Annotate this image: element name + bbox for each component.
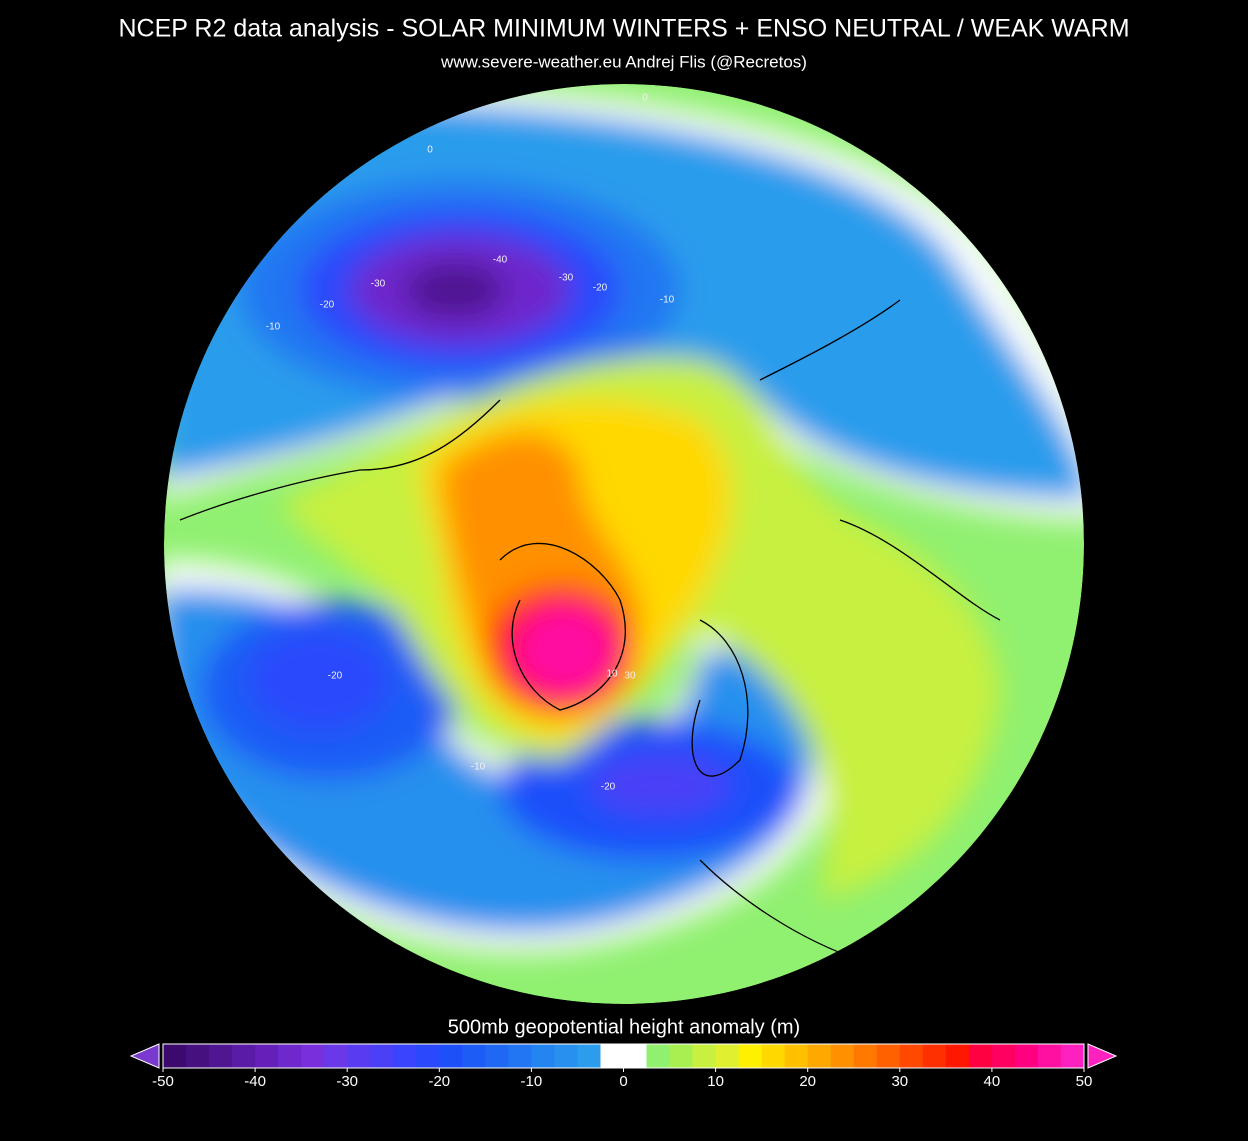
colorbar-swatch	[531, 1044, 555, 1068]
colorbar-tick-label: -20	[428, 1073, 450, 1090]
colorbar-swatch	[232, 1044, 256, 1068]
contour-label: -10	[660, 295, 675, 306]
colorbar-swatch	[255, 1044, 279, 1068]
colorbar-swatch	[738, 1044, 763, 1068]
colorbar-swatch	[623, 1044, 648, 1068]
colorbar-swatch	[186, 1044, 210, 1068]
contour-label: -20	[328, 671, 343, 682]
colorbar-swatch	[600, 1044, 624, 1068]
colorbar-swatch	[1014, 1044, 1039, 1068]
colorbar-swatch	[370, 1044, 394, 1068]
contour-label: -30	[559, 273, 574, 284]
colorbar-swatch	[393, 1044, 417, 1068]
colorbar-swatch	[209, 1044, 233, 1068]
colorbar-tick-label: -30	[336, 1073, 358, 1090]
colorbar-swatch	[416, 1044, 440, 1068]
contour-label: 0	[427, 145, 433, 156]
colorbar-tick-label: 30	[891, 1073, 908, 1090]
contour-label: -20	[593, 283, 608, 294]
colorbar-swatch	[807, 1044, 832, 1068]
contour-label: -30	[371, 279, 386, 290]
contour-label: -10	[471, 762, 486, 773]
colorbar-tick-label: 50	[1076, 1073, 1093, 1090]
colorbar-swatch	[278, 1044, 302, 1068]
colorbar-swatch	[1060, 1044, 1085, 1068]
title: NCEP R2 data analysis - SOLAR MINIMUM WI…	[118, 15, 1129, 43]
colorbar-tick-label: 20	[799, 1073, 816, 1090]
colorbar-swatch	[853, 1044, 878, 1068]
contour-label: -20	[320, 300, 335, 311]
colorbar-swatch	[577, 1044, 601, 1068]
contour-label: 30	[624, 671, 636, 682]
contour-label: 0	[642, 93, 648, 104]
contour-labels: -40 -30 -30 -20 -20 -10 -10 0 0 -20 -20 -10 10 30	[266, 93, 675, 793]
colorbar-swatch	[945, 1044, 970, 1068]
colorbar-tick-label: -10	[521, 1073, 543, 1090]
colorbar-swatch	[922, 1044, 947, 1068]
contour-label: -20	[601, 782, 616, 793]
colorbar-tick-label: -40	[244, 1073, 266, 1090]
contour-label: -10	[266, 322, 281, 333]
colorbar-tick-label: 40	[984, 1073, 1001, 1090]
colorbar-over-arrow	[1087, 1043, 1118, 1069]
anomaly-field	[164, 84, 1084, 953]
colorbar-tick-label: -50	[152, 1073, 174, 1090]
colorbar-swatch	[462, 1044, 486, 1068]
colorbar-swatch	[163, 1044, 187, 1068]
colorbar-swatch	[485, 1044, 509, 1068]
map	[164, 84, 1084, 1004]
colorbar-swatch	[830, 1044, 855, 1068]
colorbar-tick-label: 0	[619, 1073, 627, 1090]
colorbar-swatch	[991, 1044, 1016, 1068]
colorbar-swatch	[784, 1044, 809, 1068]
coastlines	[179, 299, 1001, 961]
colorbar-swatch	[324, 1044, 348, 1068]
contour-label: 10	[606, 669, 618, 680]
colorbar-swatch	[899, 1044, 924, 1068]
colorbar-swatch	[715, 1044, 740, 1068]
colorbar-swatch	[508, 1044, 532, 1068]
colorbar-swatch	[669, 1044, 694, 1068]
colorbar-swatch	[301, 1044, 325, 1068]
subtitle: www.severe-weather.eu Andrej Flis (@Recr…	[440, 52, 807, 71]
colorbar-swatch	[761, 1044, 786, 1068]
colorbar-swatch	[876, 1044, 901, 1068]
colorbar-swatch	[439, 1044, 463, 1068]
colorbar-tick-label: 10	[707, 1073, 724, 1090]
colorbar-swatch	[646, 1044, 671, 1068]
contour-label: -40	[493, 255, 508, 266]
colorbar-swatch	[347, 1044, 371, 1068]
colorbar-swatch	[968, 1044, 993, 1068]
colorbar-swatch	[1037, 1044, 1062, 1068]
colorbar: -50 -40 -30 -20 -10 0 10 20 30 40 50	[129, 1043, 1118, 1090]
colorbar-swatch	[554, 1044, 578, 1068]
colorbar-label: 500mb geopotential height anomaly (m)	[448, 1016, 800, 1038]
colorbar-swatch	[692, 1044, 717, 1068]
colorbar-under-arrow	[129, 1043, 160, 1069]
